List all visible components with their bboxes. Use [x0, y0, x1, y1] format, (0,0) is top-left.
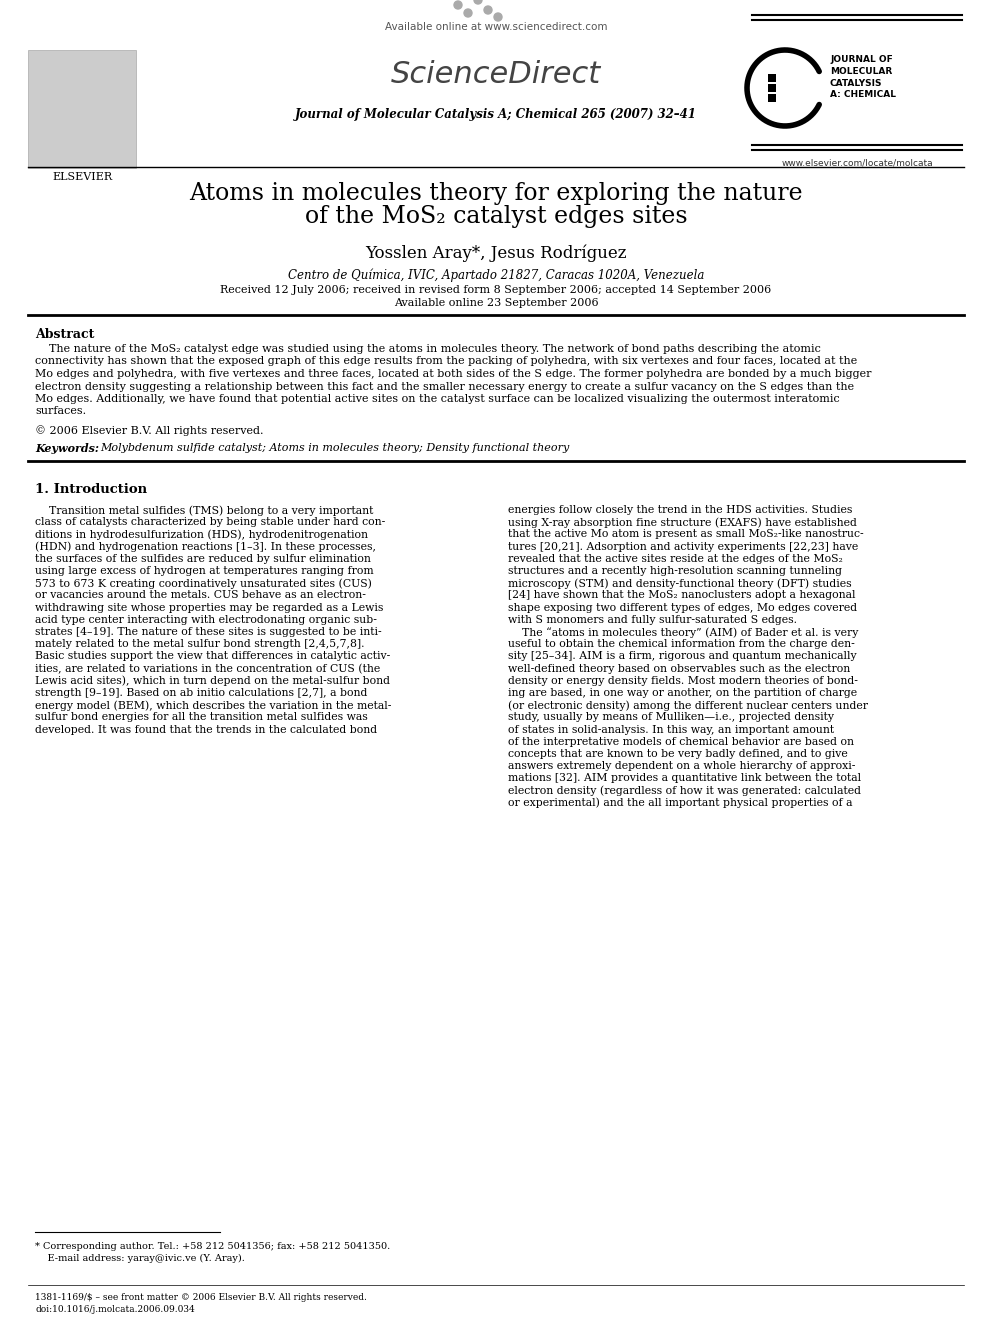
Text: JOURNAL OF
MOLECULAR
CATALYSIS
A: CHEMICAL: JOURNAL OF MOLECULAR CATALYSIS A: CHEMIC…: [830, 56, 896, 99]
Bar: [768, 94, 776, 102]
Bar: [28, 50, 136, 168]
Text: strates [4–19]. The nature of these sites is suggested to be inti-: strates [4–19]. The nature of these site…: [35, 627, 382, 636]
Text: mately related to the metal sulfur bond strength [2,4,5,7,8].: mately related to the metal sulfur bond …: [35, 639, 364, 650]
Text: tures [20,21]. Adsorption and activity experiments [22,23] have: tures [20,21]. Adsorption and activity e…: [508, 541, 858, 552]
Text: useful to obtain the chemical information from the charge den-: useful to obtain the chemical informatio…: [508, 639, 855, 650]
Text: sity [25–34]. AIM is a firm, rigorous and quantum mechanically: sity [25–34]. AIM is a firm, rigorous an…: [508, 651, 857, 662]
Text: density or energy density fields. Most modern theories of bond-: density or energy density fields. Most m…: [508, 676, 858, 685]
Circle shape: [464, 9, 472, 17]
Text: E-mail address: yaray@ivic.ve (Y. Aray).: E-mail address: yaray@ivic.ve (Y. Aray).: [35, 1254, 245, 1263]
Text: Yosslen Aray*, Jesus Rodríguez: Yosslen Aray*, Jesus Rodríguez: [365, 245, 627, 262]
Text: sulfur bond energies for all the transition metal sulfides was: sulfur bond energies for all the transit…: [35, 712, 368, 722]
Text: ScienceDirect: ScienceDirect: [391, 60, 601, 89]
Text: Lewis acid sites), which in turn depend on the metal-sulfur bond: Lewis acid sites), which in turn depend …: [35, 676, 390, 687]
Text: Keywords:: Keywords:: [35, 443, 107, 454]
Text: (HDN) and hydrogenation reactions [1–3]. In these processes,: (HDN) and hydrogenation reactions [1–3].…: [35, 541, 376, 552]
Text: surfaces.: surfaces.: [35, 406, 86, 417]
Text: the surfaces of the sulfides are reduced by sulfur elimination: the surfaces of the sulfides are reduced…: [35, 554, 371, 564]
Bar: [768, 74, 776, 82]
Text: energy model (BEM), which describes the variation in the metal-: energy model (BEM), which describes the …: [35, 700, 392, 710]
Text: Centro de Química, IVIC, Apartado 21827, Caracas 1020A, Venezuela: Centro de Química, IVIC, Apartado 21827,…: [288, 269, 704, 282]
Text: ities, are related to variations in the concentration of CUS (the: ities, are related to variations in the …: [35, 664, 380, 673]
Text: or vacancies around the metals. CUS behave as an electron-: or vacancies around the metals. CUS beha…: [35, 590, 366, 601]
Text: electron density (regardless of how it was generated: calculated: electron density (regardless of how it w…: [508, 786, 861, 796]
Text: using X-ray absorption fine structure (EXAFS) have established: using X-ray absorption fine structure (E…: [508, 517, 857, 528]
Bar: [768, 83, 776, 93]
Text: structures and a recently high-resolution scanning tunneling: structures and a recently high-resolutio…: [508, 566, 842, 576]
Text: Mo edges. Additionally, we have found that potential active sites on the catalys: Mo edges. Additionally, we have found th…: [35, 394, 840, 404]
Text: using large excess of hydrogen at temperatures ranging from: using large excess of hydrogen at temper…: [35, 566, 374, 576]
Text: ditions in hydrodesulfurization (HDS), hydrodenitrogenation: ditions in hydrodesulfurization (HDS), h…: [35, 529, 368, 540]
Text: mations [32]. AIM provides a quantitative link between the total: mations [32]. AIM provides a quantitativ…: [508, 774, 861, 783]
Text: class of catalysts characterized by being stable under hard con-: class of catalysts characterized by bein…: [35, 517, 385, 527]
Text: revealed that the active sites reside at the edges of the MoS₂: revealed that the active sites reside at…: [508, 554, 843, 564]
Text: strength [9–19]. Based on ab initio calculations [2,7], a bond: strength [9–19]. Based on ab initio calc…: [35, 688, 367, 699]
Text: (or electronic density) among the different nuclear centers under: (or electronic density) among the differ…: [508, 700, 868, 710]
Text: acid type center interacting with electrodonating organic sub-: acid type center interacting with electr…: [35, 615, 377, 624]
Text: Journal of Molecular Catalysis A; Chemical 265 (2007) 32–41: Journal of Molecular Catalysis A; Chemic…: [295, 108, 697, 120]
Text: doi:10.1016/j.molcata.2006.09.034: doi:10.1016/j.molcata.2006.09.034: [35, 1304, 194, 1314]
Text: Available online 23 September 2006: Available online 23 September 2006: [394, 298, 598, 308]
Text: Abstract: Abstract: [35, 328, 94, 341]
Text: Molybdenum sulfide catalyst; Atoms in molecules theory; Density functional theor: Molybdenum sulfide catalyst; Atoms in mo…: [100, 443, 569, 452]
Text: study, usually by means of Mulliken—i.e., projected density: study, usually by means of Mulliken—i.e.…: [508, 712, 834, 722]
Text: ELSEVIER: ELSEVIER: [52, 172, 112, 183]
Text: 573 to 673 K creating coordinatively unsaturated sites (CUS): 573 to 673 K creating coordinatively uns…: [35, 578, 372, 589]
Text: Received 12 July 2006; received in revised form 8 September 2006; accepted 14 Se: Received 12 July 2006; received in revis…: [220, 284, 772, 295]
Text: Mo edges and polyhedra, with five vertexes and three faces, located at both side: Mo edges and polyhedra, with five vertex…: [35, 369, 872, 378]
Text: 1381-1169/$ – see front matter © 2006 Elsevier B.V. All rights reserved.: 1381-1169/$ – see front matter © 2006 El…: [35, 1293, 367, 1302]
Text: with S monomers and fully sulfur-saturated S edges.: with S monomers and fully sulfur-saturat…: [508, 615, 797, 624]
Text: connectivity has shown that the exposed graph of this edge results from the pack: connectivity has shown that the exposed …: [35, 356, 857, 366]
Text: well-defined theory based on observables such as the electron: well-defined theory based on observables…: [508, 664, 850, 673]
Text: Transition metal sulfides (TMS) belong to a very important: Transition metal sulfides (TMS) belong t…: [35, 505, 373, 516]
Text: © 2006 Elsevier B.V. All rights reserved.: © 2006 Elsevier B.V. All rights reserved…: [35, 425, 264, 435]
Text: [24] have shown that the MoS₂ nanoclusters adopt a hexagonal: [24] have shown that the MoS₂ nanocluste…: [508, 590, 855, 601]
Text: of states in solid-analysis. In this way, an important amount: of states in solid-analysis. In this way…: [508, 725, 834, 734]
Text: The “atoms in molecules theory” (AIM) of Bader et al. is very: The “atoms in molecules theory” (AIM) of…: [508, 627, 858, 638]
Text: microscopy (STM) and density-functional theory (DFT) studies: microscopy (STM) and density-functional …: [508, 578, 851, 589]
Text: ing are based, in one way or another, on the partition of charge: ing are based, in one way or another, on…: [508, 688, 857, 699]
Circle shape: [494, 13, 502, 21]
Text: Basic studies support the view that differences in catalytic activ-: Basic studies support the view that diff…: [35, 651, 390, 662]
Circle shape: [484, 7, 492, 15]
Text: 1. Introduction: 1. Introduction: [35, 483, 147, 496]
Text: Atoms in molecules theory for exploring the nature: Atoms in molecules theory for exploring …: [189, 183, 803, 205]
Text: withdrawing site whose properties may be regarded as a Lewis: withdrawing site whose properties may be…: [35, 602, 383, 613]
Text: The nature of the MoS₂ catalyst edge was studied using the atoms in molecules th: The nature of the MoS₂ catalyst edge was…: [35, 344, 820, 355]
Text: www.elsevier.com/locate/molcata: www.elsevier.com/locate/molcata: [781, 157, 932, 167]
Text: shape exposing two different types of edges, Mo edges covered: shape exposing two different types of ed…: [508, 602, 857, 613]
Text: * Corresponding author. Tel.: +58 212 5041356; fax: +58 212 5041350.: * Corresponding author. Tel.: +58 212 50…: [35, 1242, 390, 1252]
Text: energies follow closely the trend in the HDS activities. Studies: energies follow closely the trend in the…: [508, 505, 852, 515]
Text: of the interpretative models of chemical behavior are based on: of the interpretative models of chemical…: [508, 737, 854, 746]
Text: concepts that are known to be very badly defined, and to give: concepts that are known to be very badly…: [508, 749, 848, 759]
Circle shape: [454, 1, 462, 9]
Circle shape: [474, 0, 482, 4]
Text: of the MoS₂ catalyst edges sites: of the MoS₂ catalyst edges sites: [305, 205, 687, 228]
Text: that the active Mo atom is present as small MoS₂-like nanostruc-: that the active Mo atom is present as sm…: [508, 529, 864, 540]
Text: developed. It was found that the trends in the calculated bond: developed. It was found that the trends …: [35, 725, 377, 734]
Text: or experimental) and the all important physical properties of a: or experimental) and the all important p…: [508, 798, 852, 808]
Text: Available online at www.sciencedirect.com: Available online at www.sciencedirect.co…: [385, 22, 607, 32]
Text: electron density suggesting a relationship between this fact and the smaller nec: electron density suggesting a relationsh…: [35, 381, 854, 392]
Text: answers extremely dependent on a whole hierarchy of approxi-: answers extremely dependent on a whole h…: [508, 761, 855, 771]
